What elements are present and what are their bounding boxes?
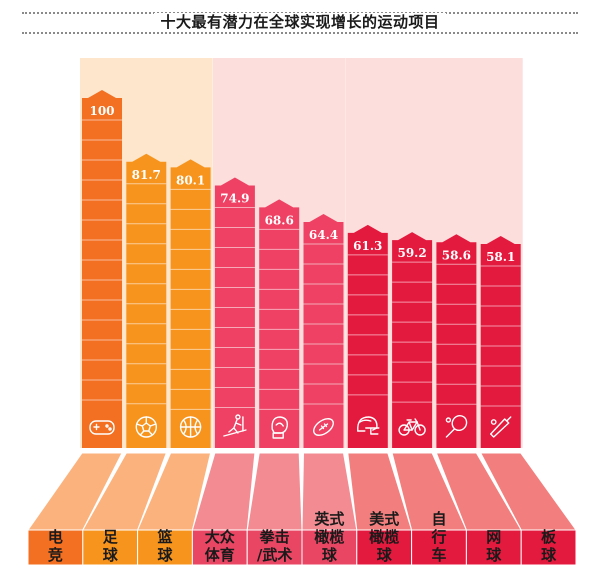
value-label: 61.3: [353, 239, 382, 253]
bar: [347, 224, 388, 448]
category-label: 自行车: [430, 510, 446, 564]
category-label: 美式橄榄球: [369, 510, 399, 564]
category-label: 板球: [541, 528, 557, 564]
bar: [170, 159, 211, 448]
category-label: 网球: [486, 528, 502, 564]
bar: [303, 214, 344, 448]
bicycle-icon: [398, 418, 426, 436]
category-label: 电竞: [48, 528, 63, 564]
bar: [436, 234, 477, 448]
category-label: 英式橄榄球: [314, 510, 344, 564]
category-base: [246, 529, 303, 566]
bar: [259, 199, 300, 448]
category-connector: [246, 452, 303, 531]
title-row: 十大最有潜力在全球实现增长的运动项目: [22, 4, 578, 36]
value-label: 68.6: [265, 213, 294, 227]
bar: [126, 153, 167, 448]
bar: [82, 90, 122, 448]
bar: [480, 236, 521, 448]
boxing-glove-icon: [271, 416, 289, 439]
category-label: 大众体育: [205, 528, 235, 564]
football-helmet-icon: [357, 416, 380, 435]
cricket-bat-icon: [490, 416, 512, 438]
category-label: 拳击/武术: [257, 528, 292, 564]
bar: [214, 177, 255, 448]
bar: [392, 232, 433, 448]
value-label: 58.6: [442, 248, 471, 262]
category-base: [465, 529, 522, 566]
value-label: 81.7: [132, 168, 161, 182]
category-base: [137, 529, 193, 566]
title-rule-bottom: [22, 32, 578, 34]
category-base: [82, 529, 139, 566]
category-base: [191, 529, 248, 566]
category-base: [520, 529, 577, 566]
basketball-icon: [179, 416, 202, 438]
treadmill-runner-icon: [223, 414, 247, 437]
gamepad-icon: [89, 420, 115, 435]
category-base: [27, 529, 84, 566]
value-label: 59.2: [397, 246, 426, 260]
value-label: 58.1: [486, 250, 515, 264]
value-label: 100: [89, 104, 114, 118]
tennis-racket-icon: [445, 414, 468, 438]
value-label: 80.1: [176, 173, 205, 187]
category-base: [411, 529, 467, 566]
rugby-ball-icon: [313, 418, 334, 436]
category-label: 篮球: [156, 528, 173, 564]
value-label: 74.9: [220, 191, 249, 205]
category-base: [301, 529, 358, 566]
chart-title: 十大最有潜力在全球实现增长的运动项目: [154, 13, 446, 31]
category-label: 足球: [103, 528, 119, 564]
soccer-ball-icon: [135, 416, 158, 438]
value-label: 64.4: [309, 228, 338, 242]
